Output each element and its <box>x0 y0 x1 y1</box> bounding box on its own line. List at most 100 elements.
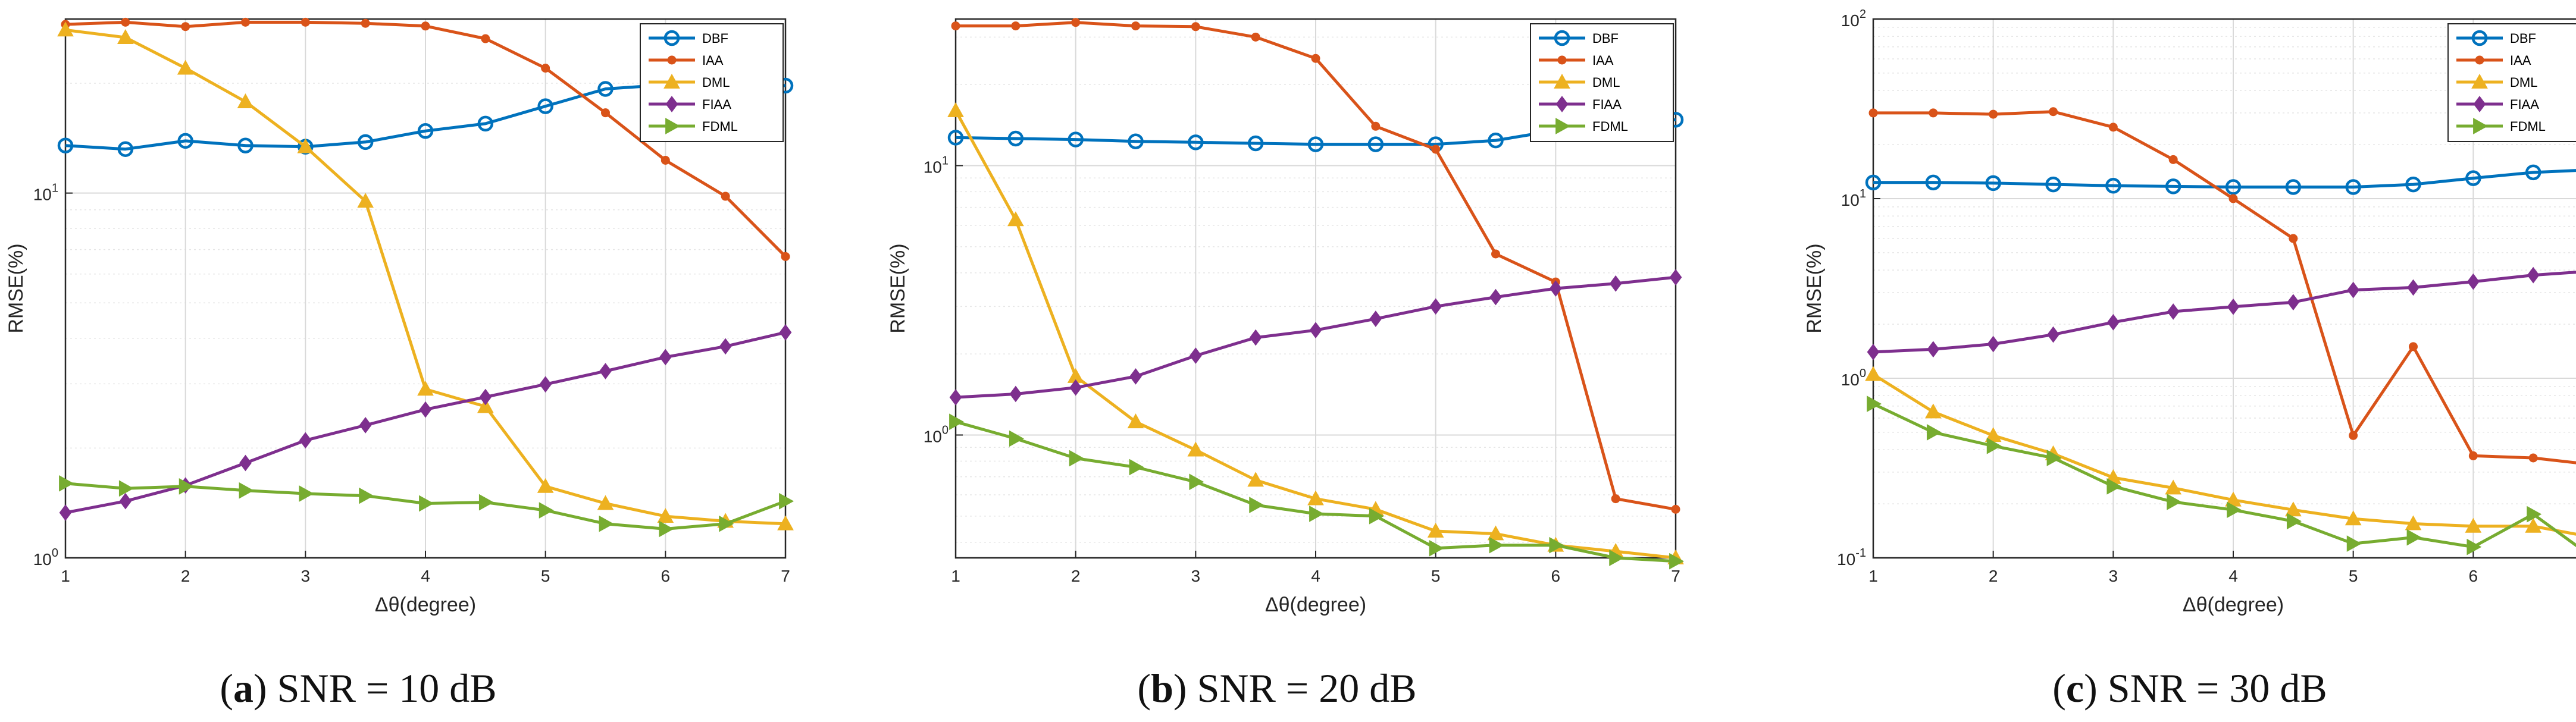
data-point-fdml <box>539 502 554 519</box>
data-point-fdml <box>359 487 374 504</box>
x-tick-label: 6 <box>661 567 671 585</box>
caption-letter: b <box>1151 666 1173 711</box>
data-point-dbf <box>1865 174 1882 191</box>
legend-label-fdml: FDML <box>2510 119 2546 134</box>
data-point-fdml <box>179 478 194 495</box>
data-point-fdml <box>1429 539 1444 557</box>
data-point-fiaa <box>359 417 372 434</box>
caption-letter: a <box>233 666 253 711</box>
x-tick-label: 4 <box>1311 567 1320 585</box>
y-axis-label: RMSE(%) <box>1803 243 1826 333</box>
y-tick-base: 10 <box>1841 371 1860 389</box>
x-tick-label: 6 <box>2469 567 2478 585</box>
data-point-fiaa <box>2107 314 2120 331</box>
legend-marker-dml <box>2471 73 2488 89</box>
data-point-iaa <box>1491 249 1500 259</box>
data-point-dml <box>1487 525 1504 541</box>
data-point-iaa <box>1191 22 1200 32</box>
data-point-dbf <box>1925 174 1942 191</box>
data-point-iaa <box>301 17 310 27</box>
data-point-fdml <box>1986 437 2002 454</box>
data-point-dml <box>2345 510 2362 526</box>
data-point-dml <box>537 478 554 493</box>
legend-marker-fiaa <box>665 96 678 112</box>
caption-open-paren: ( <box>220 666 233 711</box>
data-point-dbf <box>117 141 134 157</box>
data-point-fiaa <box>419 401 432 418</box>
data-point-fiaa <box>2467 273 2480 290</box>
data-point-fiaa <box>1369 310 1382 327</box>
caption-close-paren: ) <box>253 666 277 711</box>
data-point-dbf <box>2525 164 2541 181</box>
data-point-dbf <box>2405 176 2421 193</box>
data-point-fdml <box>599 515 614 532</box>
legend-label-dml: DML <box>702 75 730 90</box>
data-point-fiaa <box>2287 294 2300 311</box>
data-point-dml <box>1007 211 1024 227</box>
x-tick-label: 2 <box>1071 567 1081 585</box>
data-point-iaa <box>661 156 670 165</box>
data-point-iaa <box>1311 54 1320 63</box>
data-point-fdml <box>1249 497 1264 513</box>
data-point-dbf <box>2465 170 2481 186</box>
data-point-dbf <box>2225 179 2242 195</box>
y-tick-base: 10 <box>33 186 52 204</box>
data-point-iaa <box>1011 21 1021 31</box>
data-point-dbf <box>1188 134 1204 150</box>
caption-open-paren: ( <box>2052 666 2066 711</box>
data-point-fiaa <box>2407 279 2420 296</box>
legend-marker-dbf <box>1554 30 1570 46</box>
data-point-iaa <box>541 64 550 73</box>
data-point-iaa <box>1071 18 1081 27</box>
data-point-dml <box>477 398 494 413</box>
legend-marker-fiaa <box>1555 96 1569 112</box>
data-point-fdml <box>1189 473 1204 491</box>
data-point-fiaa <box>1867 344 1880 360</box>
y-axis-label: RMSE(%) <box>887 243 909 333</box>
y-tick-label: 100 <box>33 547 58 569</box>
data-point-fiaa <box>1549 280 1562 297</box>
legend-label-fdml: FDML <box>702 119 738 134</box>
data-point-fdml <box>1009 430 1024 447</box>
legend-label-iaa: IAA <box>2510 53 2531 68</box>
x-tick-label: 2 <box>181 567 190 585</box>
x-tick-label: 5 <box>1431 567 1441 585</box>
x-tick-label: 7 <box>1671 567 1680 585</box>
data-point-iaa <box>1251 32 1260 42</box>
data-point-iaa <box>121 17 130 27</box>
data-point-fiaa <box>659 349 672 366</box>
legend-label-fiaa: FIAA <box>702 97 731 112</box>
axes-frame <box>64 18 787 559</box>
data-point-dbf <box>237 137 253 153</box>
data-point-iaa <box>1671 504 1680 514</box>
data-point-iaa <box>601 108 610 118</box>
data-point-fiaa <box>719 338 732 355</box>
y-tick-exponent: 2 <box>1860 8 1866 21</box>
data-point-fiaa <box>2227 298 2240 315</box>
legend-marker-fiaa <box>2473 96 2486 112</box>
data-point-iaa <box>1929 108 1938 118</box>
legend-label-dbf: DBF <box>2510 31 2536 46</box>
data-point-fdml <box>949 413 965 431</box>
y-tick-label: 100 <box>1841 367 1866 389</box>
legend-marker-fdml <box>1555 118 1571 134</box>
data-point-fiaa <box>1429 298 1442 315</box>
data-point-dml <box>297 138 314 153</box>
data-point-fiaa <box>1489 288 1502 306</box>
data-point-iaa <box>241 17 250 27</box>
data-point-iaa <box>2228 194 2238 203</box>
data-point-dml <box>357 193 374 208</box>
x-tick-label: 4 <box>2228 567 2238 585</box>
data-point-dbf <box>1128 133 1144 149</box>
x-tick-label: 1 <box>951 567 960 585</box>
data-point-dml <box>1127 413 1144 429</box>
data-point-dbf <box>2165 178 2181 194</box>
legend-label-fdml: FDML <box>1592 119 1628 134</box>
data-point-dml <box>57 21 74 37</box>
data-point-dml <box>2284 501 2302 517</box>
data-point-dml <box>1924 403 1942 419</box>
x-tick-label: 7 <box>781 567 790 585</box>
data-point-fiaa <box>1309 322 1322 339</box>
data-point-fdml <box>59 475 74 492</box>
